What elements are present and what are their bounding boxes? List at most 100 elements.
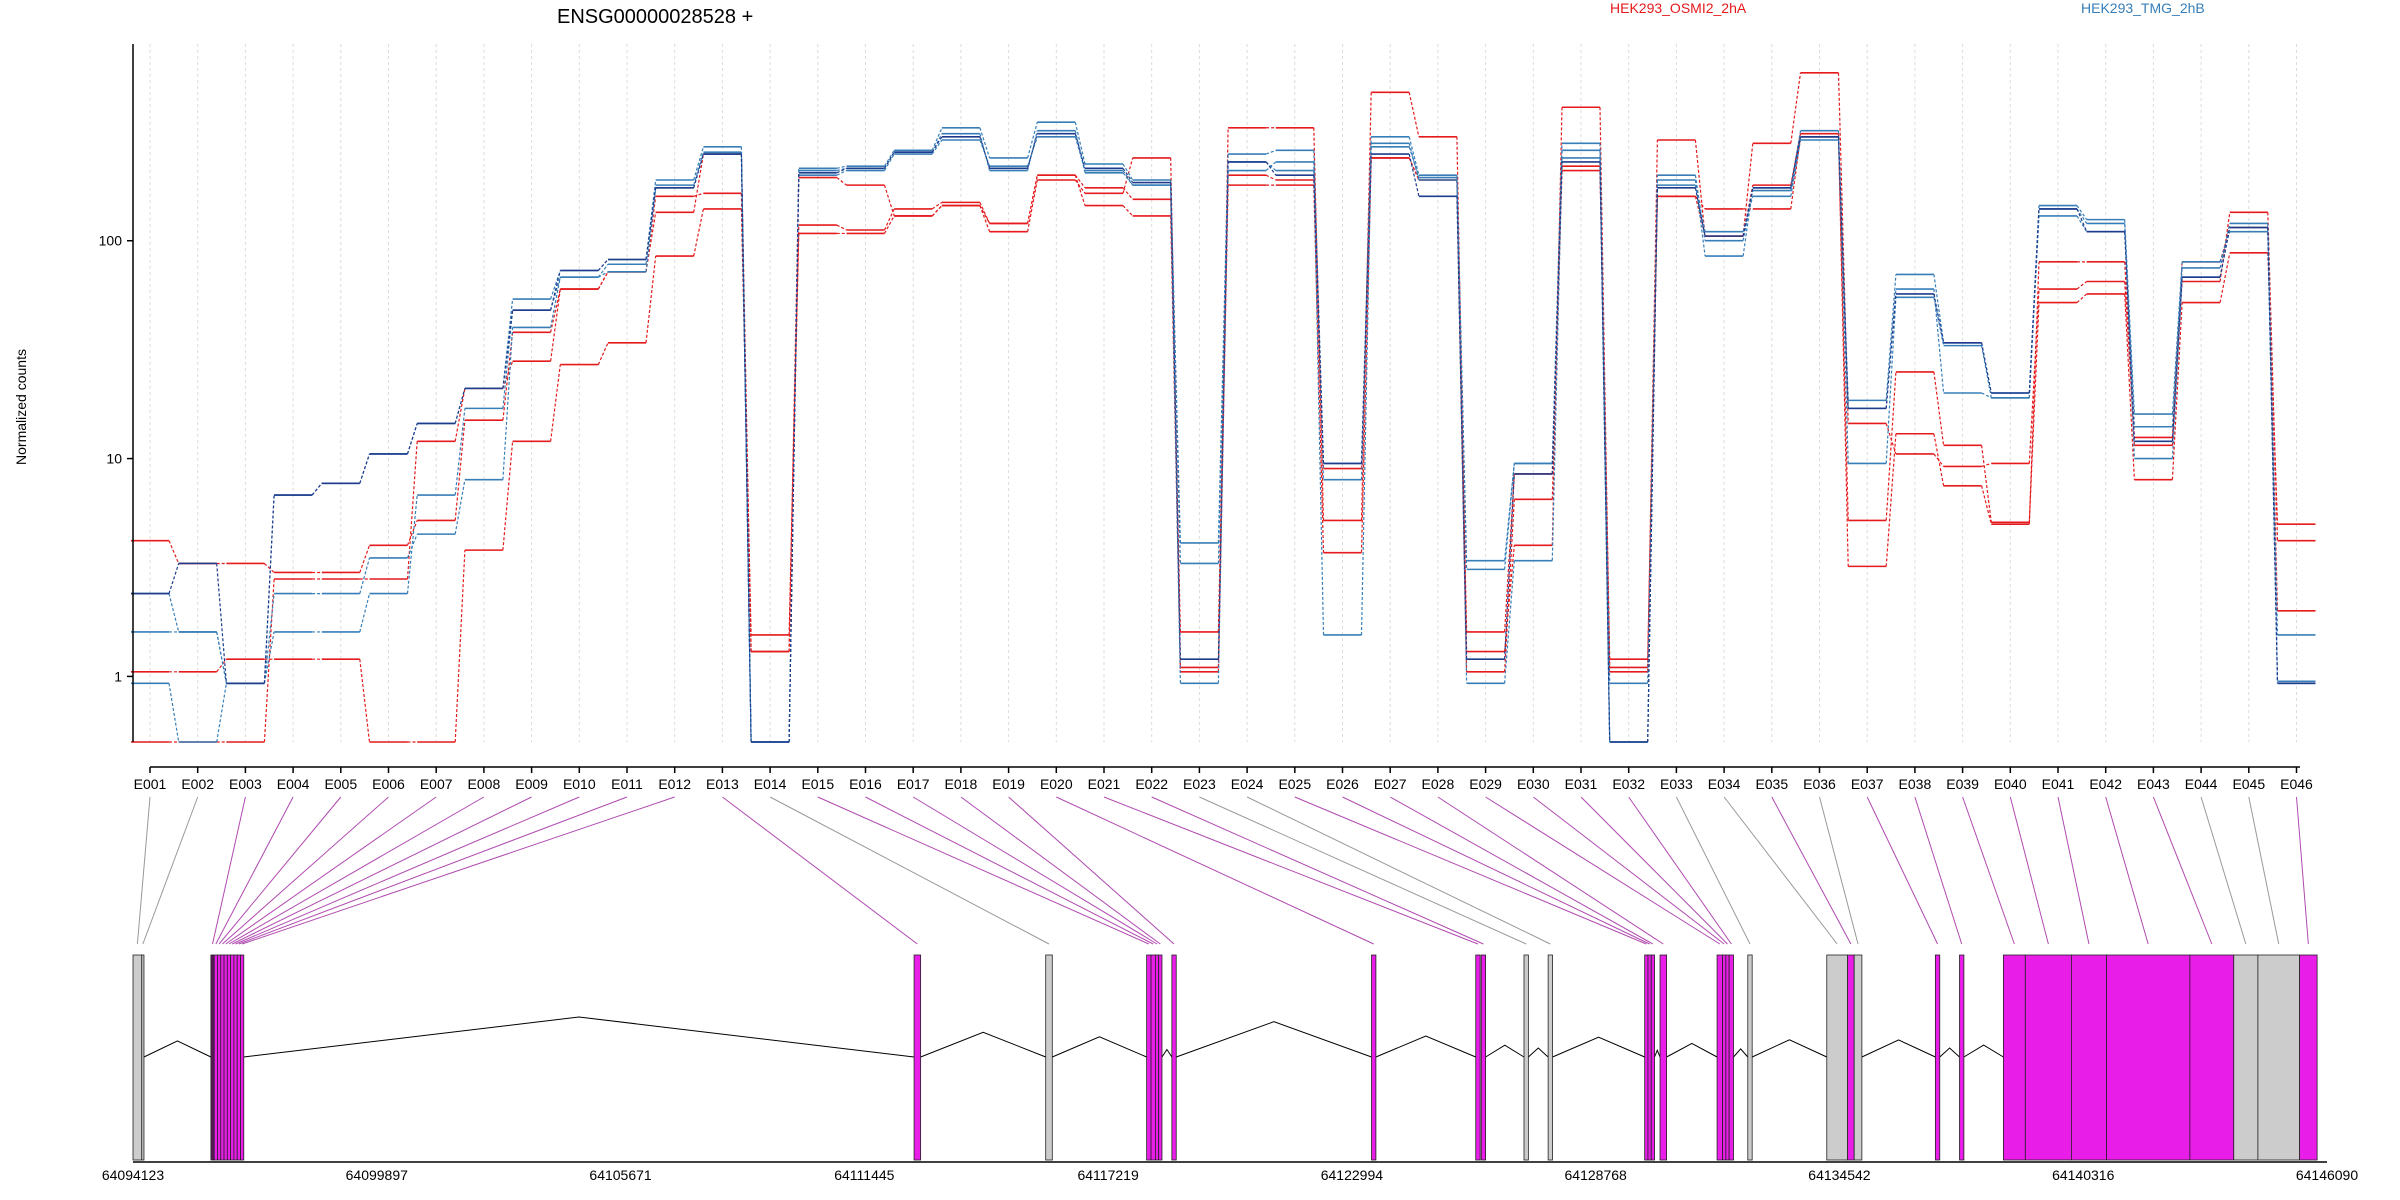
series-connector [1313, 185, 1325, 553]
series-connector [454, 550, 466, 743]
series-connector [1694, 139, 1706, 237]
series-connector [1122, 167, 1134, 183]
exon-box [1716, 954, 1723, 1161]
series-connector [979, 127, 991, 159]
series-connector [1790, 139, 1802, 197]
intron-line [1733, 1048, 1749, 1058]
series-connector [406, 423, 418, 455]
series-connector [2076, 293, 2088, 304]
x-tick-label: E035 [1755, 776, 1788, 792]
series-connector [740, 154, 752, 743]
exon-box [1480, 954, 1487, 1161]
series-connector [1981, 462, 1992, 468]
series-connector [1933, 371, 1945, 446]
exon-connector [2200, 796, 2247, 945]
series-connector [1074, 174, 1086, 189]
exon-box [2299, 954, 2318, 1161]
series-connector [836, 169, 847, 176]
series-connector [1074, 133, 1086, 169]
exon-box [236, 954, 241, 1161]
series-connector [1694, 179, 1706, 257]
exon-connector [1723, 796, 1838, 945]
series-connector [2171, 302, 2183, 480]
exon-connector [1628, 796, 1732, 945]
exon-box [1171, 954, 1177, 1161]
series-connector [1885, 433, 1897, 567]
series-connector [311, 482, 323, 496]
y-tick-label: 1 [114, 668, 122, 684]
series-connector [2076, 205, 2088, 220]
x-tick-label: E003 [229, 776, 262, 792]
intron-line [1052, 1036, 1147, 1058]
series-connector [1027, 179, 1038, 232]
x-tick-label: E009 [515, 776, 548, 792]
intron-line [1552, 1036, 1645, 1058]
exon-box [2002, 954, 2026, 1161]
series-connector [1122, 205, 1134, 217]
x-tick-label: E023 [1183, 776, 1216, 792]
exon-box [141, 954, 145, 1161]
x-tick-label: E036 [1803, 776, 1836, 792]
exon-box [1475, 954, 1481, 1161]
series-connector [740, 152, 752, 743]
series-connector [979, 202, 991, 224]
x-tick-label: E025 [1278, 776, 1311, 792]
exon-box [1725, 954, 1730, 1161]
series-connector [836, 224, 847, 231]
series-connector [454, 420, 466, 521]
x-tick-label: E021 [1088, 776, 1121, 792]
series-connector [693, 208, 704, 257]
x-tick-label: E034 [1708, 776, 1741, 792]
series-connector [1217, 161, 1229, 564]
exon-connector [1294, 796, 1647, 945]
exon-connector [960, 796, 1161, 945]
x-tick-label: E008 [468, 776, 501, 792]
series-connector [550, 270, 561, 311]
series-connector [550, 277, 561, 328]
exon-box [2257, 954, 2300, 1161]
x-tick-label: E043 [2137, 776, 2170, 792]
x-tick-label: E028 [1422, 776, 1455, 792]
intron-line [1528, 1047, 1549, 1058]
exon-connector [235, 796, 580, 945]
series-connector [1790, 133, 1802, 186]
x-tick-label: E045 [2232, 776, 2265, 792]
x-tick-label: E032 [1612, 776, 1645, 792]
x-tick-label: E010 [563, 776, 596, 792]
series-connector [1981, 342, 1992, 394]
series-connector [1408, 146, 1420, 178]
exon-connector [1771, 796, 1852, 945]
x-tick-label: E029 [1469, 776, 1502, 792]
series-connector [1599, 150, 1611, 743]
series-connector [1027, 133, 1038, 169]
series-connector [1170, 185, 1181, 564]
exon-connector [232, 796, 532, 945]
exon-box [1853, 954, 1863, 1161]
series-connector [216, 563, 227, 684]
exon-connector [1485, 796, 1721, 945]
exon-box [1045, 954, 1053, 1161]
series-connector [1981, 445, 1992, 523]
exon-box [1747, 954, 1753, 1161]
series-connector [693, 152, 704, 186]
series-connector [1504, 473, 1515, 632]
series-connector [979, 136, 991, 169]
series-connector [836, 177, 847, 186]
x-tick-label: E039 [1946, 776, 1979, 792]
intron-line [1485, 1044, 1525, 1058]
exon-box [2024, 954, 2072, 1161]
exon-connector [238, 796, 628, 945]
exon-connector [136, 796, 151, 945]
exon-connector [2057, 796, 2090, 945]
series-connector [168, 563, 180, 594]
series-connector [693, 192, 704, 197]
x-tick-label: E020 [1040, 776, 1073, 792]
series-connector [263, 495, 275, 684]
x-tick-label: E007 [420, 776, 453, 792]
exon-connector [228, 796, 485, 945]
series-connector [1504, 499, 1515, 672]
series-connector [2028, 208, 2040, 394]
series-connector [1742, 187, 1754, 237]
series-connector [502, 310, 514, 389]
exon-box [1650, 954, 1655, 1161]
